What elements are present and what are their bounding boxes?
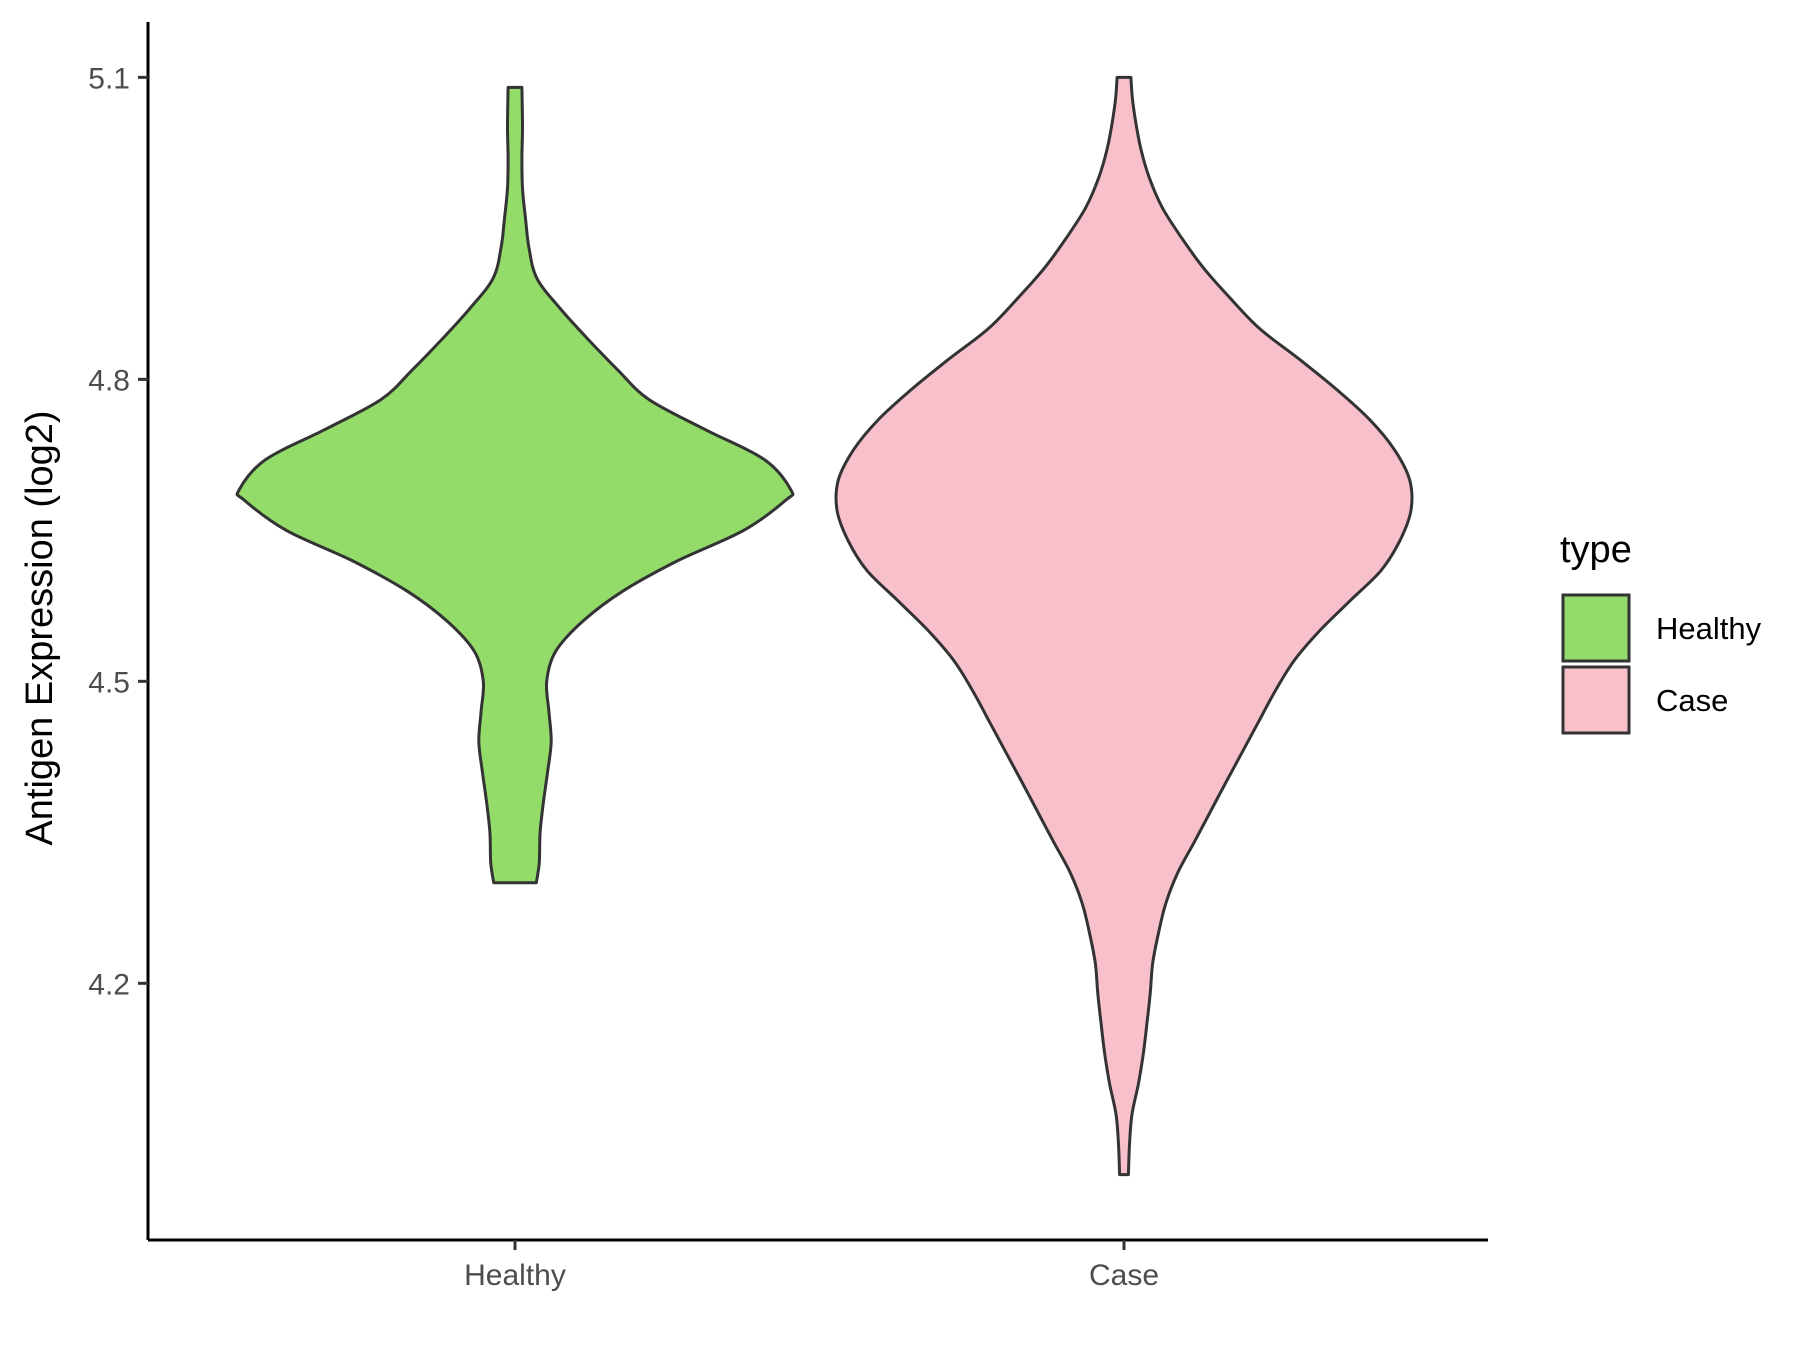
y-tick-label: 4.2 (88, 968, 130, 1001)
y-axis-title: Antigen Expression (log2) (19, 410, 61, 845)
violin-healthy (235, 85, 795, 885)
violins-layer (235, 75, 1414, 1177)
axes-layer: 4.2 4.5 4.8 5.1 Healthy Case (88, 22, 1488, 1292)
legend: type Healthy Case (1560, 529, 1762, 735)
legend-label-case: Case (1656, 683, 1728, 718)
y-tick-label: 4.8 (88, 364, 130, 397)
legend-key-case (1561, 665, 1631, 735)
violin-case (834, 75, 1414, 1177)
legend-key-healthy (1561, 593, 1631, 663)
legend-title: type (1560, 529, 1632, 571)
y-tick-label: 5.1 (88, 62, 130, 95)
x-tick-label: Case (1089, 1259, 1159, 1292)
legend-label-healthy: Healthy (1656, 611, 1762, 646)
y-tick-label: 4.5 (88, 666, 130, 699)
x-tick-label: Healthy (464, 1259, 566, 1292)
